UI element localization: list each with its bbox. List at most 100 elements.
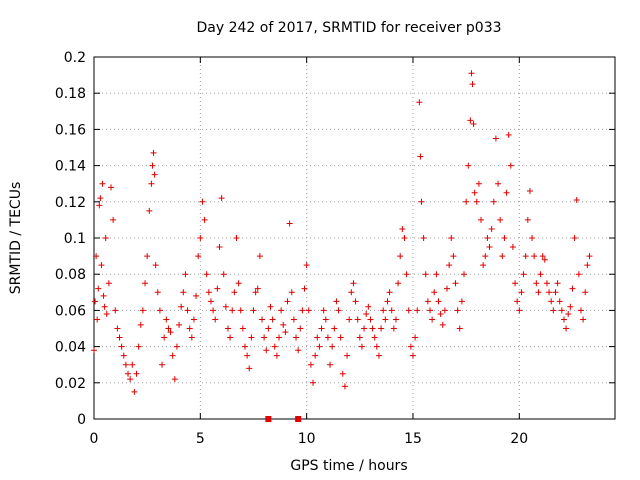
- data-point: [293, 334, 300, 341]
- data-point: [299, 307, 306, 314]
- data-point: [151, 171, 158, 178]
- data-point: [203, 271, 210, 278]
- data-point: [144, 253, 151, 260]
- data-point: [265, 325, 272, 332]
- data-point: [516, 307, 523, 314]
- data-point: [417, 153, 424, 160]
- data-point: [407, 343, 414, 350]
- data-point: [246, 365, 253, 372]
- data-point: [331, 325, 338, 332]
- data-point: [280, 321, 287, 328]
- data-point: [214, 285, 221, 292]
- data-point: [478, 216, 485, 223]
- y-tick-label: 0.08: [55, 267, 86, 283]
- data-point: [573, 196, 580, 203]
- data-point: [276, 334, 283, 341]
- data-point: [286, 220, 293, 227]
- data-point: [435, 298, 442, 305]
- data-point: [403, 271, 410, 278]
- data-point: [437, 311, 444, 318]
- data-point: [384, 298, 391, 305]
- grid: [94, 57, 615, 419]
- data-point: [307, 361, 314, 368]
- data-point: [112, 307, 119, 314]
- data-point: [93, 253, 100, 260]
- data-point: [454, 307, 461, 314]
- data-point: [290, 316, 297, 323]
- data-point: [233, 235, 240, 241]
- data-point: [207, 298, 214, 305]
- data-point: [182, 271, 189, 278]
- data-point: [210, 307, 217, 314]
- data-point: [127, 376, 134, 383]
- data-point: [152, 262, 159, 269]
- data-point: [399, 225, 406, 232]
- data-point: [541, 256, 548, 263]
- data-point: [552, 289, 559, 296]
- y-tick-label: 0.02: [55, 376, 86, 392]
- data-point: [499, 253, 506, 260]
- data-point: [224, 325, 231, 332]
- data-point: [531, 253, 538, 260]
- zero-markers: [265, 416, 302, 422]
- data-point: [560, 316, 567, 323]
- data-point: [556, 298, 563, 305]
- data-point: [193, 292, 200, 299]
- data-point: [539, 253, 546, 260]
- data-point: [165, 325, 172, 332]
- data-point: [314, 334, 321, 341]
- data-point: [310, 379, 317, 386]
- data-point: [337, 334, 344, 341]
- data-point: [469, 81, 476, 88]
- data-point: [554, 280, 561, 287]
- data-point: [492, 135, 499, 142]
- data-point: [305, 307, 312, 314]
- data-point: [537, 271, 544, 278]
- zero-marker: [265, 416, 272, 422]
- data-point: [448, 235, 455, 241]
- data-point: [582, 289, 589, 296]
- data-point: [480, 262, 487, 269]
- data-point: [471, 189, 478, 196]
- y-tick-label: 0.06: [55, 303, 86, 319]
- data-point: [101, 303, 108, 310]
- data-point: [501, 235, 508, 241]
- data-point: [450, 253, 457, 260]
- data-point: [550, 307, 557, 314]
- data-point: [514, 298, 521, 305]
- data-point: [171, 376, 178, 383]
- axis-ticks: [93, 56, 615, 420]
- data-point: [375, 352, 382, 359]
- data-point: [412, 334, 419, 341]
- data-point: [149, 162, 156, 169]
- data-point: [416, 99, 423, 106]
- data-point: [271, 343, 278, 350]
- data-point: [380, 307, 387, 314]
- x-tick-label: 20: [510, 431, 528, 447]
- data-point: [122, 361, 129, 368]
- data-point: [569, 285, 576, 292]
- data-point: [571, 235, 578, 241]
- data-point: [261, 334, 268, 341]
- y-tick-label: 0.2: [64, 50, 86, 66]
- data-point: [108, 184, 115, 191]
- data-point: [146, 207, 153, 214]
- data-point: [105, 280, 112, 287]
- y-tick-label: 0.12: [55, 195, 86, 211]
- data-point: [91, 347, 97, 354]
- x-tick-label: 0: [90, 431, 99, 447]
- data-point: [365, 303, 372, 310]
- y-tick-labels: 0 0.02 0.04 0.06 0.08 0.1 0.12 0.14 0.16 0.18 0.2: [55, 50, 86, 428]
- data-point: [318, 325, 325, 332]
- data-point: [467, 117, 474, 124]
- data-point: [137, 321, 144, 328]
- y-tick-label: 0.18: [55, 86, 86, 102]
- data-point: [488, 225, 495, 232]
- data-point: [256, 253, 263, 260]
- data-point: [352, 298, 359, 305]
- data-point: [486, 244, 493, 251]
- data-point: [178, 303, 185, 310]
- data-point: [250, 307, 257, 314]
- data-point: [546, 289, 553, 296]
